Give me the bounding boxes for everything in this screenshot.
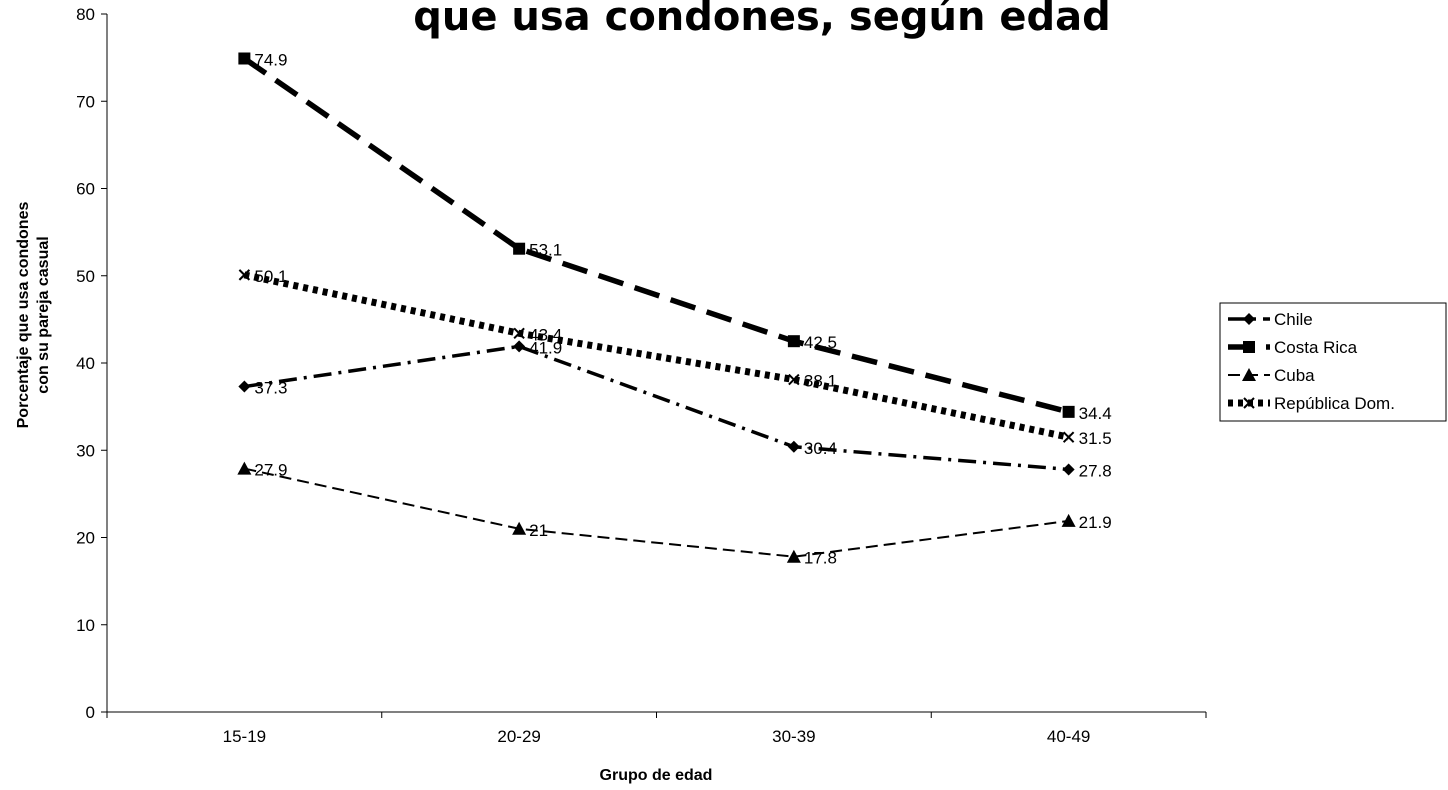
data-label-3-3: 31.5: [1079, 429, 1112, 448]
point-2-3: [1061, 513, 1076, 527]
legend-item-0: Chile: [1228, 310, 1313, 329]
series-line-1: [242, 56, 1070, 415]
x-tick-label-0: 15-19: [223, 727, 266, 746]
series-line-3: [243, 271, 1070, 441]
data-label-3-1: 43.4: [529, 325, 562, 344]
point-1-1: [513, 242, 526, 255]
data-label-2-3: 21.9: [1079, 513, 1112, 532]
data-label-1-2: 42.5: [804, 333, 837, 352]
x-tick-label-3: 40-49: [1047, 727, 1090, 746]
legend-label-1: Costa Rica: [1274, 338, 1358, 357]
legend-label-2: Cuba: [1274, 366, 1315, 385]
data-label-1-0: 74.9: [254, 50, 287, 69]
legend-swatch-marker-0: [1243, 313, 1255, 325]
legend-label-3: República Dom.: [1274, 394, 1395, 413]
point-3-2: [788, 373, 800, 386]
y-tick-label-6: 60: [76, 180, 95, 199]
point-2-0: [237, 461, 252, 475]
data-label-0-2: 30.4: [804, 439, 837, 458]
point-0-0: [238, 380, 251, 393]
data-label-2-0: 27.9: [254, 461, 287, 480]
series-line-0: [244, 344, 1069, 472]
point-1-3: [1062, 405, 1075, 418]
data-label-3-2: 38.1: [804, 372, 837, 391]
y-axis-title-line-1: Porcentaje que usa condones: [15, 202, 32, 429]
point-2-2: [786, 549, 801, 563]
point-0-3: [1062, 463, 1075, 476]
point-3-3: [1062, 431, 1075, 443]
legend: Chile Costa Rica Cuba República Dom.: [1219, 302, 1447, 422]
legend-item-1: Costa Rica: [1228, 338, 1358, 357]
data-label-0-3: 27.8: [1079, 461, 1112, 480]
point-3-0: [238, 269, 251, 281]
legend-label-0: Chile: [1274, 310, 1313, 329]
y-tick-label-4: 40: [76, 354, 95, 373]
y-axis-title-line-2: con su pareja casual: [35, 236, 52, 393]
point-1-2: [787, 335, 800, 348]
legend-swatch-marker-3: [1243, 397, 1255, 409]
legend-swatch-marker-2: [1242, 368, 1256, 381]
point-3-1: [513, 327, 525, 340]
point-2-1: [512, 521, 527, 535]
axes: 0 10 20 30 40 50 60 70 80 15-19 20-29 30-39 40-49: [76, 5, 1207, 746]
data-label-2-1: 21: [529, 521, 548, 540]
series-layer: 37.3 41.9 30.4 27.8 74.9 53.1 42.5 34.4 27.9 21 17…: [237, 50, 1112, 568]
legend-swatch-marker-1: [1243, 341, 1255, 353]
data-label-2-2: 17.8: [804, 549, 837, 568]
y-tick-label-0: 0: [86, 703, 95, 722]
x-tick-label-1: 20-29: [497, 727, 540, 746]
series-1: 74.9 53.1 42.5 34.4: [238, 50, 1112, 423]
y-tick-label-1: 10: [76, 616, 95, 635]
y-tick-label-8: 80: [76, 5, 95, 24]
y-tick-label-2: 20: [76, 529, 95, 548]
legend-box: [1219, 302, 1447, 422]
point-0-1: [513, 340, 526, 353]
x-axis-title: Grupo de edad: [600, 767, 713, 784]
chart-title: que usa condones, según edad: [413, 0, 1111, 40]
data-label-3-0: 50.1: [254, 267, 287, 286]
legend-item-3: República Dom.: [1228, 394, 1395, 413]
y-tick-label-5: 50: [76, 267, 95, 286]
data-label-0-0: 37.3: [254, 379, 287, 398]
series-line-2: [244, 467, 1069, 558]
x-tick-label-2: 30-39: [772, 727, 815, 746]
y-tick-label-7: 70: [76, 92, 95, 111]
point-0-2: [787, 440, 800, 453]
data-label-1-1: 53.1: [529, 241, 562, 260]
y-tick-label-3: 30: [76, 441, 95, 460]
data-label-0-1: 41.9: [529, 338, 562, 357]
y-axis-title: Porcentaje que usa condones con su parej…: [15, 202, 52, 429]
series-2: 27.9 21 17.8 21.9: [237, 461, 1112, 568]
series-3: 50.1 43.4 38.1 31.5: [238, 267, 1112, 448]
point-1-0: [238, 52, 251, 65]
series-0: 37.3 41.9 30.4 27.8: [238, 338, 1112, 480]
data-label-1-3: 34.4: [1079, 404, 1112, 423]
legend-item-2: Cuba: [1228, 366, 1315, 385]
